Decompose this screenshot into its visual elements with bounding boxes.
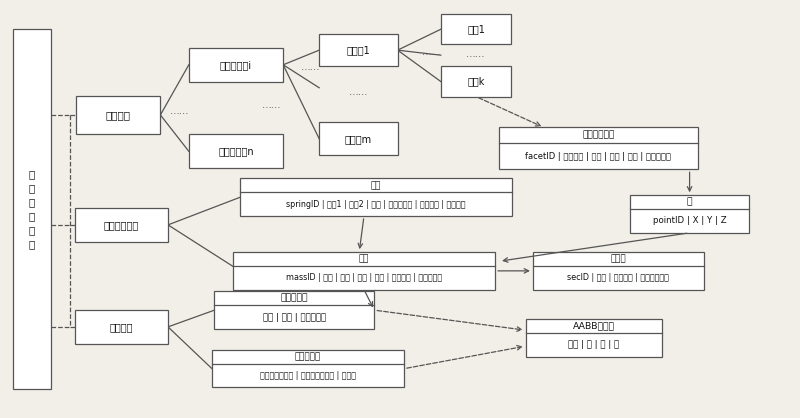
FancyBboxPatch shape [319, 122, 398, 155]
Text: 面片k: 面片k [467, 76, 485, 87]
Text: 质点: 质点 [358, 255, 370, 263]
FancyBboxPatch shape [526, 319, 662, 357]
Text: 几何模型: 几何模型 [106, 110, 131, 120]
Text: 碰撞模型: 碰撞模型 [110, 322, 134, 332]
Text: 中心 | 长 | 宽 | 高: 中心 | 长 | 宽 | 高 [568, 340, 619, 349]
Text: 电
缆
分
支
模
型: 电 缆 分 支 模 型 [29, 169, 35, 249]
Text: secID | 圆心 | 法向矢量 | 圆周点集索引: secID | 圆心 | 法向矢量 | 圆周点集索引 [567, 273, 670, 282]
FancyBboxPatch shape [533, 252, 704, 290]
FancyBboxPatch shape [75, 310, 168, 344]
FancyBboxPatch shape [77, 96, 160, 134]
Text: 电缆段分支i: 电缆段分支i [220, 60, 252, 70]
Text: ……: …… [466, 49, 486, 59]
Text: 球心 | 半径 | 包围球指针: 球心 | 半径 | 包围球指针 [263, 313, 326, 321]
Text: facetID | 顶点索引 | 法矢 | 颜色 | 纹理 | 邻面片指针: facetID | 顶点索引 | 法矢 | 颜色 | 纹理 | 邻面片指针 [526, 152, 671, 161]
FancyBboxPatch shape [630, 195, 749, 233]
Text: 电缆段分支n: 电缆段分支n [218, 146, 254, 156]
FancyBboxPatch shape [441, 66, 511, 97]
FancyBboxPatch shape [499, 127, 698, 169]
Text: 面片1: 面片1 [467, 24, 485, 34]
Text: massID | 质量 | 位置 | 速度 | 合力 | 可动标示 | 包围球指针: massID | 质量 | 位置 | 速度 | 合力 | 可动标示 | 包围球指… [286, 273, 442, 282]
Text: 顶点弹簧模型: 顶点弹簧模型 [104, 220, 139, 230]
FancyBboxPatch shape [319, 34, 398, 66]
FancyBboxPatch shape [212, 350, 404, 387]
Text: springID | 质点1 | 质点2 | 原长 | 最大伸缩率 | 弹性系数 | 阻尼系数: springID | 质点1 | 质点2 | 原长 | 最大伸缩率 | 弹性系数… [286, 200, 466, 209]
Text: 点: 点 [687, 198, 692, 206]
FancyBboxPatch shape [240, 178, 512, 216]
FancyBboxPatch shape [189, 48, 283, 82]
FancyBboxPatch shape [214, 291, 374, 329]
Text: 层次包围盒: 层次包围盒 [295, 352, 321, 361]
Text: 圆柱面1: 圆柱面1 [346, 45, 370, 55]
Text: ……: …… [422, 47, 442, 57]
FancyBboxPatch shape [233, 252, 495, 290]
Text: ……: …… [262, 99, 282, 110]
Text: 包围球链表: 包围球链表 [281, 294, 308, 303]
Text: ……: …… [301, 62, 320, 72]
FancyBboxPatch shape [189, 134, 283, 168]
Text: ……: …… [170, 106, 190, 116]
FancyBboxPatch shape [441, 14, 511, 44]
Text: 三角面片链表: 三角面片链表 [582, 131, 614, 140]
Text: AABB包围盒: AABB包围盒 [573, 321, 614, 330]
Text: 弹簧: 弹簧 [370, 181, 382, 190]
FancyBboxPatch shape [13, 29, 51, 389]
Text: 左子包围盒指针 | 右子包围盒指针 | 包围盒: 左子包围盒指针 | 右子包围盒指针 | 包围盒 [260, 371, 356, 380]
Text: 截截面: 截截面 [610, 255, 626, 263]
Text: pointID | X | Y | Z: pointID | X | Y | Z [653, 217, 726, 225]
FancyBboxPatch shape [75, 208, 168, 242]
Text: 圆柱面m: 圆柱面m [345, 134, 372, 144]
Text: ……: …… [349, 87, 368, 97]
